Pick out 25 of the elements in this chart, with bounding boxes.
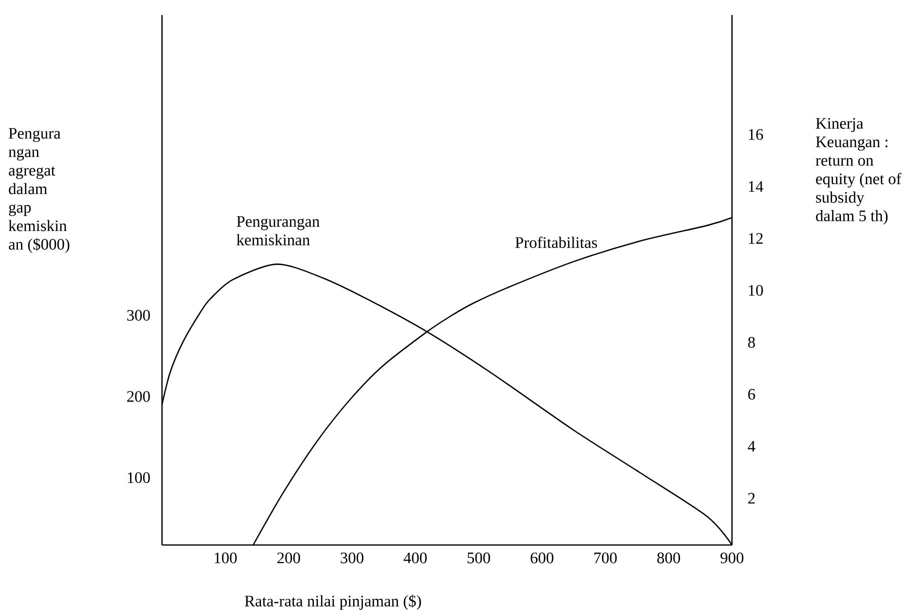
x-tick-label: 600: [530, 552, 554, 564]
x-tick-label: 900: [720, 552, 744, 564]
y-tick-label: 200: [127, 391, 150, 402]
y2-axis-title: Kinerja Keuangan : return on equity (net of subsidy dalam 5 th): [816, 118, 902, 225]
x-tick-label: 700: [594, 552, 617, 564]
x-tick-label: 200: [277, 552, 300, 564]
x-tick-label: 300: [340, 552, 364, 564]
y2-tick-label: 6: [748, 388, 756, 400]
y2-tick-label: 16: [748, 129, 764, 140]
x-tick-label: 400: [404, 552, 427, 564]
x-axis-title: Rata-rata nilai pinjaman ($): [244, 594, 421, 610]
y2-tick-label: 14: [748, 181, 764, 192]
y2-tick-label: 2: [748, 492, 755, 504]
y-axis-title: Pengura ngan agregat dalam gap kemiskin an ($000): [8, 128, 70, 253]
y2-tick-label: 12: [748, 233, 763, 244]
y2-tick-label: 8: [748, 336, 755, 348]
x-tick-label: 100: [214, 552, 237, 564]
y-tick-label: 300: [127, 310, 150, 321]
y2-tick-label: 4: [748, 441, 756, 452]
x-tick-label: 800: [657, 552, 680, 564]
series-label: Pengurangan kemiskinan: [236, 216, 320, 246]
x-tick-label: 500: [468, 552, 490, 564]
y-tick-label: 100: [128, 472, 150, 484]
series-label: Profitabilitas: [515, 236, 598, 248]
y2-tick-label: 10: [748, 284, 763, 296]
